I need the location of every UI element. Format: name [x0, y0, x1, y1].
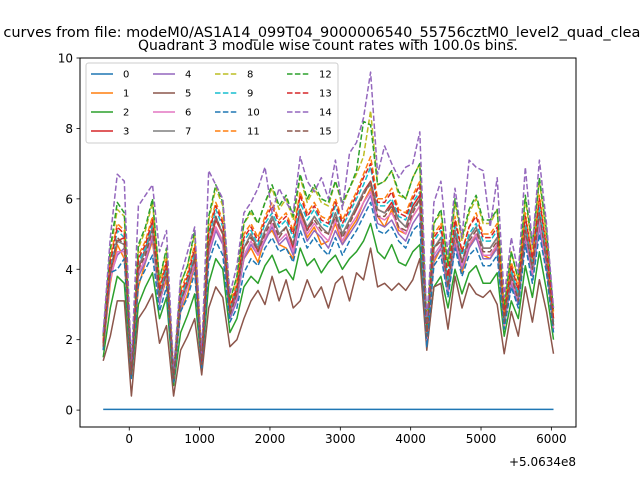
- legend-label-10: 10: [247, 108, 260, 119]
- figure-suptitle: Light curves from file: modeM0/AS1A14_09…: [0, 25, 640, 41]
- x-tick-label: 5000: [466, 432, 497, 446]
- y-tick-label: 0: [65, 404, 73, 418]
- series-line-14: [102, 71, 555, 373]
- legend-label-7: 7: [185, 127, 191, 138]
- series-line-8: [102, 110, 555, 376]
- legend-label-0: 0: [123, 70, 129, 81]
- x-tick-label: 2000: [255, 432, 286, 446]
- x-tick-label: 6000: [536, 432, 567, 446]
- x-tick-label: 0: [125, 432, 133, 446]
- series-line-5: [102, 247, 555, 397]
- legend-label-2: 2: [123, 108, 129, 119]
- legend-label-12: 12: [319, 70, 332, 81]
- series-layer: [102, 71, 555, 411]
- x-tick-label: 4000: [395, 432, 426, 446]
- x-axis: 0 1000 2000 3000 4000 5000 6000: [125, 427, 567, 446]
- series-line-2: [102, 222, 555, 387]
- y-tick-label: 10: [58, 52, 73, 66]
- y-tick-label: 2: [65, 333, 73, 347]
- legend-label-6: 6: [185, 108, 191, 119]
- series-line-15: [102, 180, 555, 380]
- legend-label-15: 15: [319, 127, 332, 138]
- legend-label-1: 1: [123, 89, 129, 100]
- y-axis: 0 2 4 6 8 10: [58, 52, 80, 418]
- legend-box: [85, 62, 339, 144]
- legend-label-11: 11: [247, 127, 260, 138]
- chart-title: Quadrant 3 module wise count rates with …: [138, 38, 518, 54]
- y-tick-label: 6: [65, 192, 73, 206]
- legend-label-14: 14: [319, 108, 332, 119]
- legend-label-9: 9: [247, 89, 253, 100]
- x-tick-label: 1000: [184, 432, 215, 446]
- x-tick-label: 3000: [325, 432, 356, 446]
- legend-label-4: 4: [185, 70, 191, 81]
- plot-area-frame: [79, 57, 577, 428]
- y-tick-label: 8: [65, 122, 73, 136]
- legend-label-5: 5: [185, 89, 191, 100]
- y-tick-label: 4: [65, 263, 73, 277]
- legend-label-13: 13: [319, 89, 332, 100]
- legend-label-3: 3: [123, 127, 129, 138]
- x-offset-label: +5.0634e8: [509, 455, 576, 469]
- legend-label-8: 8: [247, 70, 253, 81]
